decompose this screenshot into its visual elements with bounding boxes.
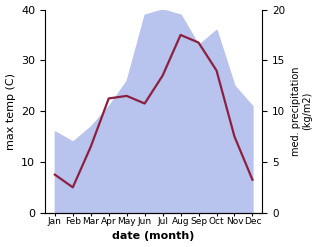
Y-axis label: med. precipitation
(kg/m2): med. precipitation (kg/m2) xyxy=(291,66,313,156)
X-axis label: date (month): date (month) xyxy=(113,231,195,242)
Y-axis label: max temp (C): max temp (C) xyxy=(5,73,16,150)
